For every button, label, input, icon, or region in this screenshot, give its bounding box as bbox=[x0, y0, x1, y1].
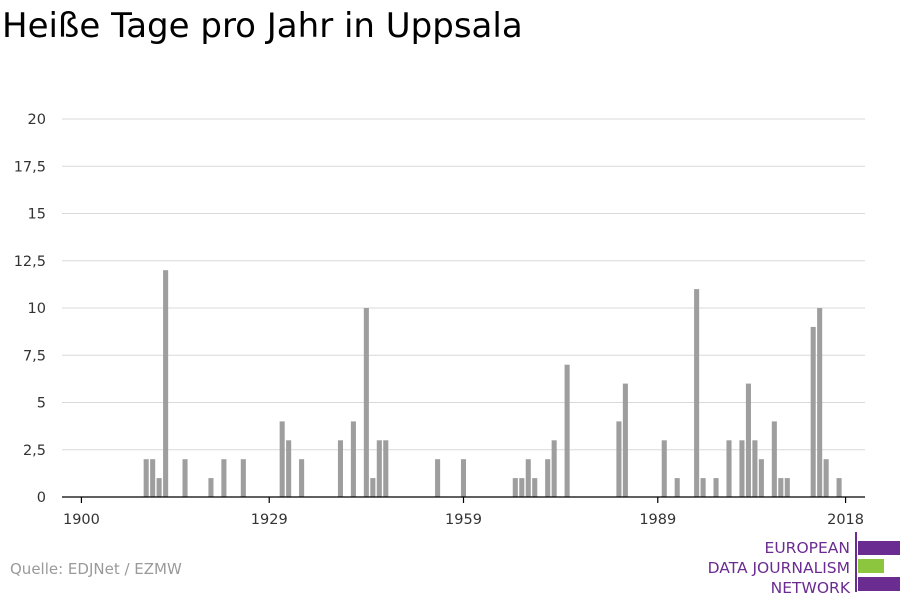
bar bbox=[823, 459, 829, 497]
bar bbox=[143, 459, 149, 497]
bar bbox=[286, 440, 292, 497]
bar bbox=[519, 478, 525, 497]
bar bbox=[376, 440, 382, 497]
bar bbox=[545, 459, 551, 497]
chart-title: Heiße Tage pro Jahr in Uppsala bbox=[2, 6, 523, 46]
y-axis-labels: 0 2,5 5 7,5 10 12,5 15 17,5 20 bbox=[14, 112, 46, 506]
y-tick-label: 20 bbox=[28, 112, 46, 128]
bar bbox=[616, 421, 622, 497]
bar bbox=[694, 289, 700, 497]
y-tick-label: 7,5 bbox=[23, 348, 46, 364]
bar bbox=[784, 478, 790, 497]
bar bbox=[435, 459, 441, 497]
bar bbox=[564, 364, 570, 497]
x-tick-label: 1989 bbox=[639, 512, 676, 528]
bar bbox=[745, 383, 751, 497]
bar bbox=[713, 478, 719, 497]
bar bbox=[337, 440, 343, 497]
bar bbox=[661, 440, 667, 497]
logo-line-1: EUROPEAN bbox=[764, 539, 850, 557]
gridlines bbox=[62, 118, 865, 451]
bar bbox=[279, 421, 285, 497]
bar bbox=[758, 459, 764, 497]
bar bbox=[460, 459, 467, 497]
y-tick-label: 15 bbox=[28, 207, 46, 223]
bar bbox=[817, 308, 823, 497]
bar bbox=[771, 421, 777, 497]
x-tick-label: 1900 bbox=[63, 512, 100, 528]
bar bbox=[512, 478, 518, 497]
logo-line-2: DATA JOURNALISM bbox=[707, 559, 850, 577]
bar bbox=[370, 478, 376, 497]
logo-bar-bottom bbox=[858, 577, 900, 591]
y-tick-label: 2,5 bbox=[23, 443, 46, 459]
bar bbox=[383, 440, 389, 497]
x-tick-label: 1959 bbox=[445, 512, 482, 528]
logo-line-3: NETWORK bbox=[770, 579, 850, 597]
logo-bar-middle bbox=[858, 559, 884, 573]
y-tick-label: 12,5 bbox=[14, 254, 46, 270]
bar bbox=[752, 440, 758, 497]
logo-divider bbox=[855, 532, 857, 592]
source-note: Quelle: EDJNet / EZMW bbox=[10, 560, 182, 578]
y-tick-label: 17,5 bbox=[14, 159, 46, 175]
bar bbox=[778, 478, 784, 497]
bar bbox=[221, 459, 227, 497]
bar bbox=[350, 421, 356, 497]
bar bbox=[810, 326, 816, 497]
bars bbox=[143, 270, 842, 497]
bar bbox=[836, 478, 842, 497]
y-tick-label: 0 bbox=[37, 490, 46, 506]
bar bbox=[532, 478, 538, 497]
bar bbox=[208, 478, 214, 497]
bar bbox=[525, 459, 531, 497]
x-tick-label: 1929 bbox=[251, 512, 288, 528]
bar bbox=[240, 459, 246, 497]
bar bbox=[674, 478, 680, 497]
bar bbox=[150, 459, 156, 497]
bar bbox=[156, 478, 162, 497]
bar bbox=[739, 440, 745, 497]
x-tick-label: 2018 bbox=[827, 512, 864, 528]
bar bbox=[363, 308, 369, 497]
edjnet-logo: EUROPEAN DATA JOURNALISM NETWORK bbox=[700, 532, 900, 597]
logo-bar-top bbox=[858, 541, 900, 555]
bar bbox=[622, 383, 628, 497]
y-tick-label: 10 bbox=[28, 301, 46, 317]
bar bbox=[182, 459, 188, 497]
bar bbox=[700, 478, 706, 497]
bar bbox=[726, 440, 732, 497]
x-axis: 1900 1929 1959 1989 2018 bbox=[62, 496, 865, 528]
bar bbox=[163, 270, 169, 497]
bar bbox=[551, 440, 557, 497]
bar bbox=[299, 459, 305, 497]
y-tick-label: 5 bbox=[37, 396, 46, 412]
